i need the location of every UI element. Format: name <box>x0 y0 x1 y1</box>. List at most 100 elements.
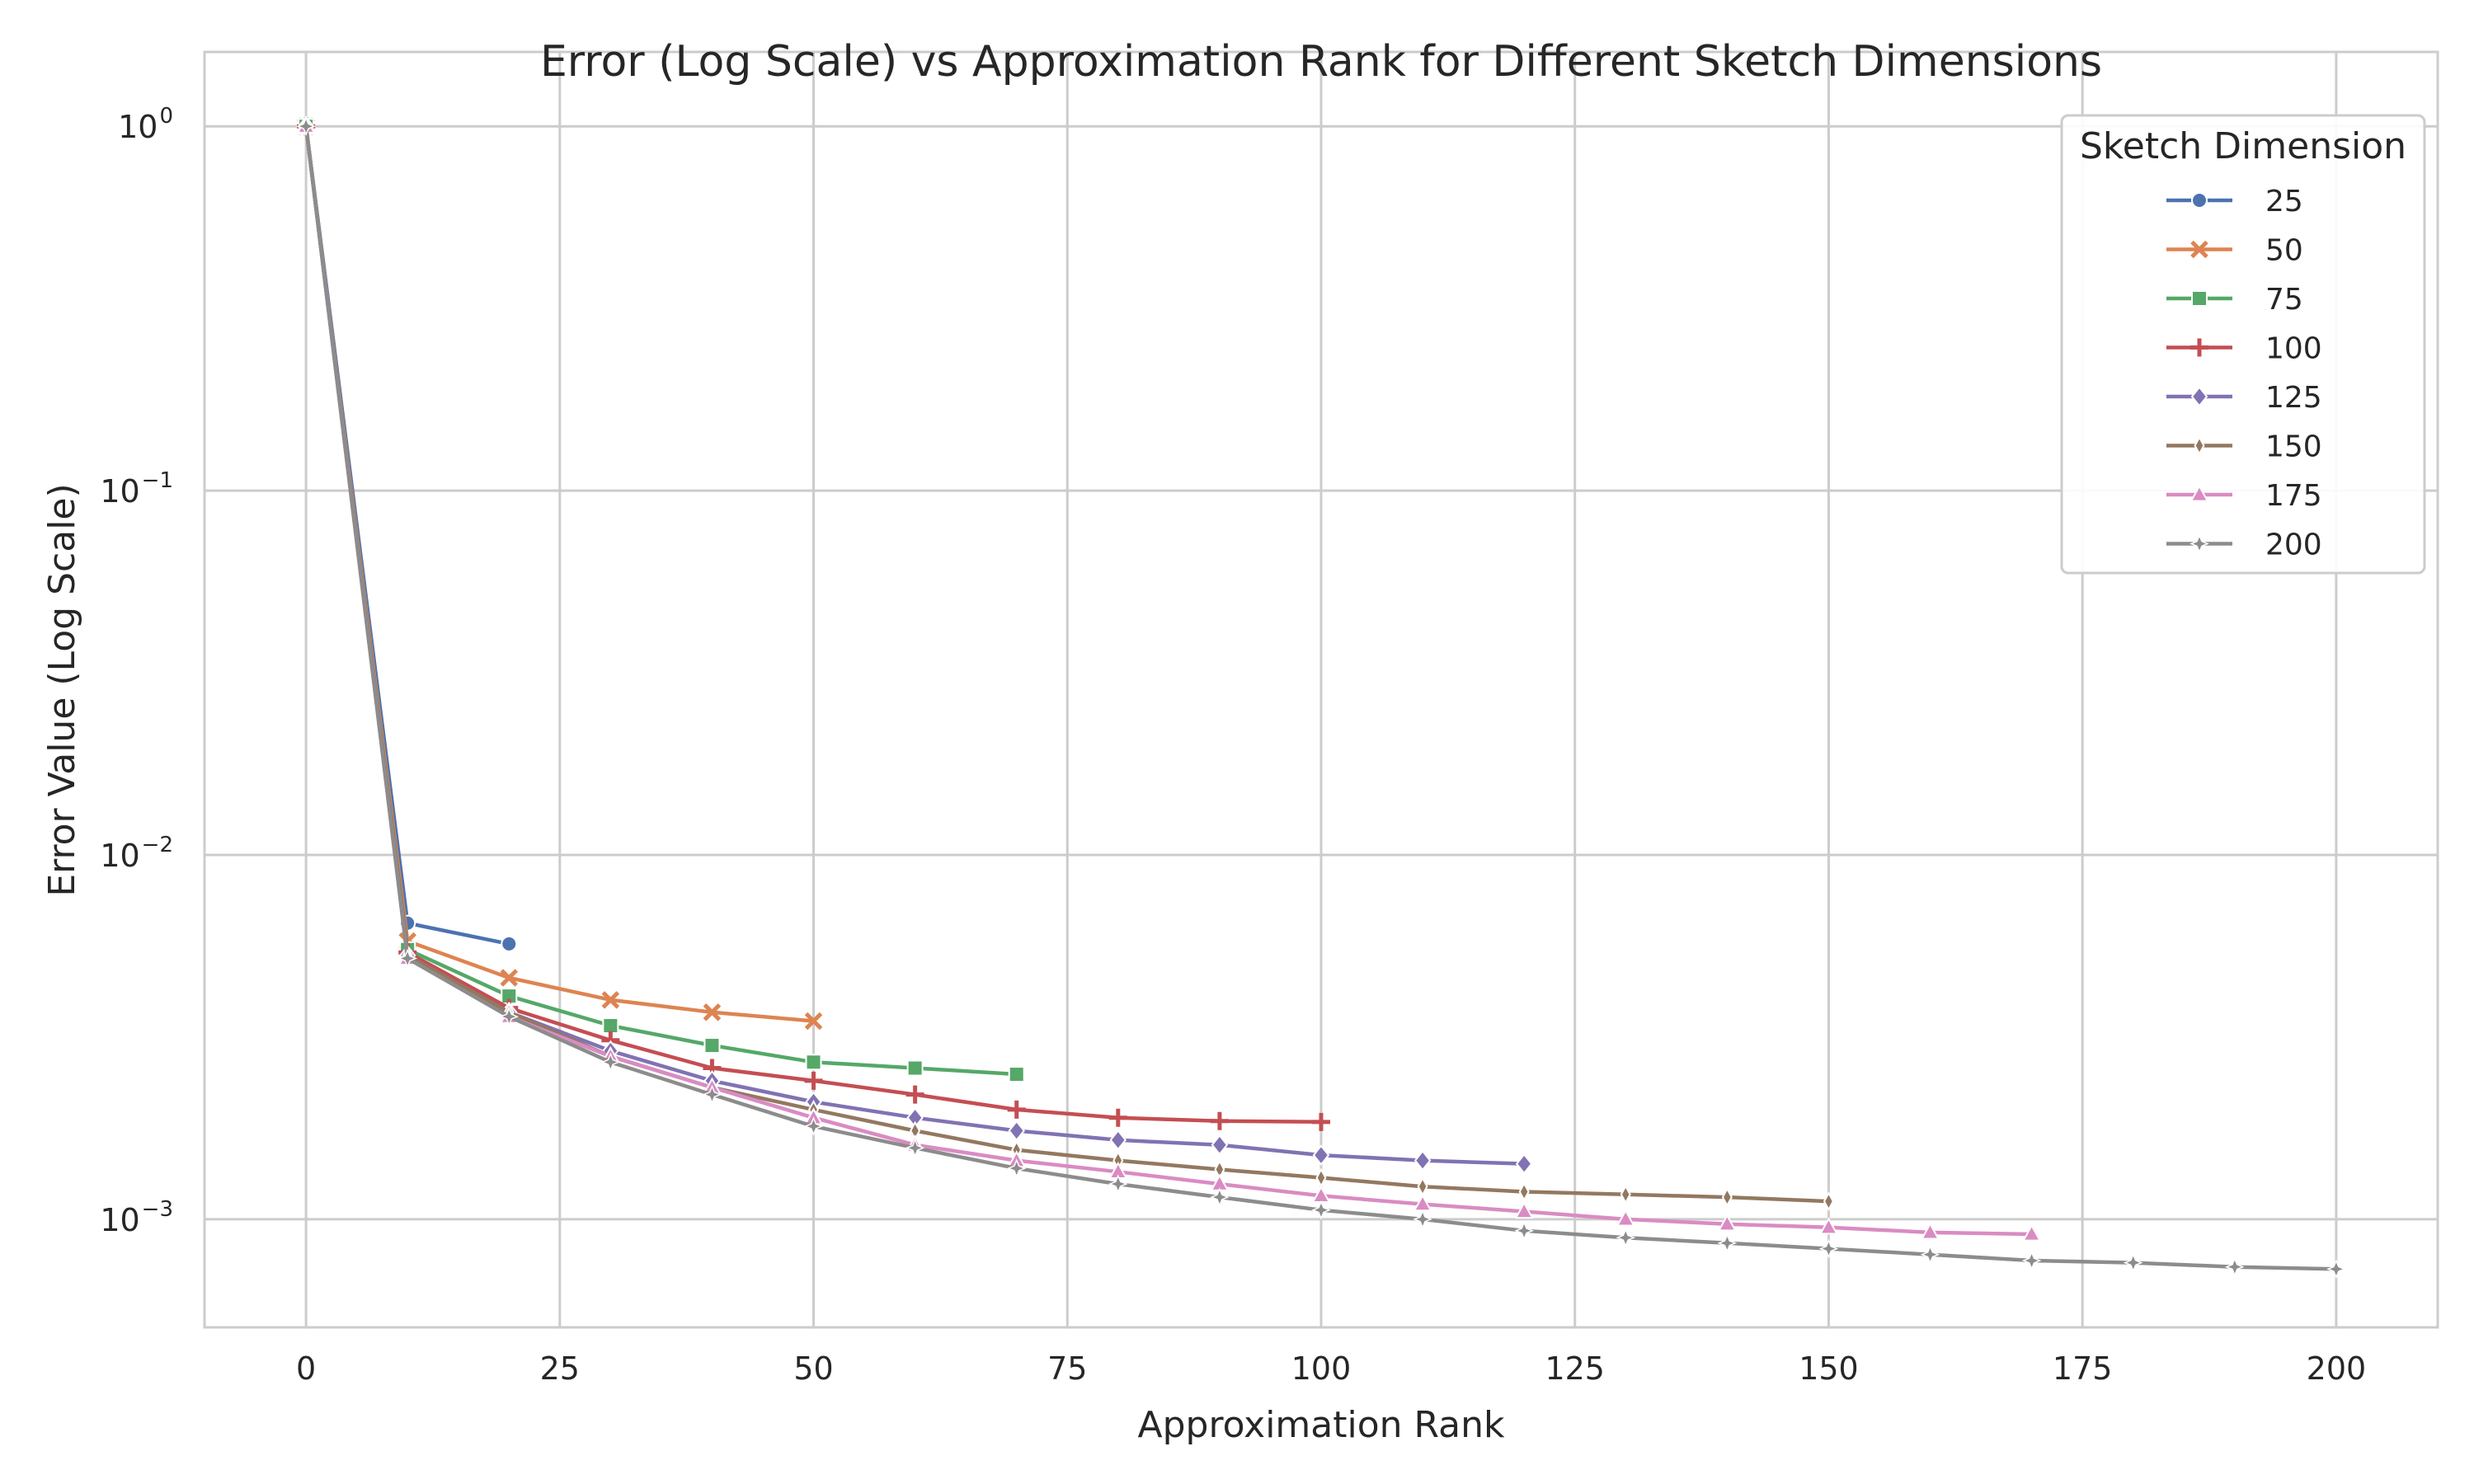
data-point-100 <box>1108 1108 1127 1127</box>
legend-item-75: 75 <box>2166 283 2303 317</box>
data-point-175 <box>1920 1222 1940 1240</box>
data-point-125 <box>1008 1120 1026 1142</box>
legend-item-50: 50 <box>2166 234 2303 268</box>
legend-label-75: 75 <box>2265 283 2303 317</box>
x-tick-label: 75 <box>1047 1350 1087 1387</box>
data-point-175 <box>2022 1223 2042 1242</box>
y-tick-label: −210 <box>100 833 173 874</box>
y-tick-exponent: −2 <box>142 833 173 857</box>
legend-label-200: 200 <box>2265 528 2322 562</box>
data-point-150 <box>1620 1184 1631 1205</box>
data-point-200 <box>2123 1252 2143 1273</box>
legend-marker-75 <box>2191 290 2208 307</box>
data-point-100 <box>1210 1111 1229 1130</box>
x-tick-label: 100 <box>1291 1350 1352 1387</box>
legend-title: Sketch Dimension <box>2080 125 2406 167</box>
data-point-200 <box>1616 1228 1636 1248</box>
data-point-125 <box>1413 1149 1432 1172</box>
y-tick-base: 10 <box>118 109 158 145</box>
data-point-125 <box>1312 1144 1330 1166</box>
legend-label-125: 125 <box>2265 381 2322 415</box>
y-axis-label: Error Value (Log Scale) <box>41 483 83 896</box>
chart-title: Error (Log Scale) vs Approximation Rank … <box>540 37 2102 87</box>
data-point-75 <box>805 1054 822 1071</box>
data-point-200 <box>296 116 316 137</box>
legend-label-150: 150 <box>2265 430 2322 464</box>
data-point-175 <box>1818 1217 1839 1235</box>
data-point-200 <box>1717 1233 1738 1253</box>
data-point-200 <box>1006 1158 1027 1179</box>
data-point-200 <box>1818 1238 1839 1259</box>
data-point-150 <box>1721 1187 1733 1208</box>
x-tick-label: 150 <box>1799 1350 1859 1387</box>
data-point-200 <box>1108 1174 1128 1195</box>
data-point-150 <box>1518 1181 1530 1202</box>
legend-marker-125 <box>2190 386 2208 407</box>
y-tick-base: 10 <box>100 473 139 510</box>
legend-item-175: 175 <box>2166 479 2322 513</box>
data-point-75 <box>602 1017 619 1035</box>
data-point-100 <box>1312 1112 1330 1131</box>
y-tick-label: −110 <box>100 468 173 510</box>
data-point-200 <box>1920 1244 1940 1265</box>
legend-marker-150 <box>2194 435 2205 456</box>
x-tick-label: 0 <box>296 1350 316 1387</box>
data-point-50 <box>804 1012 823 1031</box>
data-point-50 <box>500 969 519 987</box>
legend-item-125: 125 <box>2166 381 2322 415</box>
legend-label-25: 25 <box>2265 185 2303 218</box>
data-point-175 <box>1717 1214 1737 1232</box>
data-point-200 <box>1210 1187 1230 1207</box>
data-point-100 <box>804 1071 823 1090</box>
y-tick-exponent: 0 <box>159 104 173 129</box>
data-point-200 <box>499 1007 520 1027</box>
data-point-175 <box>1514 1201 1534 1219</box>
series-group <box>296 115 2346 1280</box>
y-tick-base: 10 <box>100 1202 139 1238</box>
data-point-200 <box>905 1138 925 1158</box>
legend-item-150: 150 <box>2166 430 2322 464</box>
data-point-50 <box>703 1003 722 1021</box>
data-point-200 <box>1311 1200 1331 1220</box>
data-point-150 <box>1823 1191 1834 1212</box>
data-point-100 <box>905 1085 924 1104</box>
x-tick-label: 200 <box>2307 1350 2367 1387</box>
data-point-125 <box>1515 1153 1533 1175</box>
data-point-75 <box>703 1037 721 1054</box>
x-tick-label: 50 <box>793 1350 833 1387</box>
data-point-75 <box>1008 1066 1025 1083</box>
legend-marker-50 <box>2190 240 2208 259</box>
x-tick-label: 125 <box>1545 1350 1605 1387</box>
legend-label-100: 100 <box>2265 332 2322 366</box>
data-point-200 <box>803 1116 824 1137</box>
legend: Sketch Dimension 25 50 75 100 125 150 175 200 <box>2060 114 2426 575</box>
data-point-200 <box>1514 1220 1535 1241</box>
data-point-175 <box>1616 1209 1635 1227</box>
y-tick-label: −310 <box>100 1197 173 1238</box>
data-point-75 <box>906 1059 924 1077</box>
legend-marker-100 <box>2190 338 2208 357</box>
x-tick-label: 175 <box>2053 1350 2113 1387</box>
data-point-200 <box>2326 1259 2346 1280</box>
data-point-200 <box>2021 1251 2042 1270</box>
x-axis-label: Approximation Rank <box>1138 1404 1505 1446</box>
legend-marker-175 <box>2189 484 2209 502</box>
legend-label-175: 175 <box>2265 479 2322 513</box>
data-point-200 <box>397 948 418 969</box>
legend-items: 25 50 75 100 125 150 175 200 <box>2166 185 2322 562</box>
data-point-200 <box>2224 1256 2245 1277</box>
plot-frame <box>203 50 2439 1329</box>
legend-marker-200 <box>2189 533 2209 554</box>
legend-item-200: 200 <box>2166 528 2322 562</box>
legend-item-25: 25 <box>2166 185 2303 218</box>
legend-label-50: 50 <box>2265 234 2303 268</box>
data-point-200 <box>1413 1209 1432 1229</box>
data-point-25 <box>501 935 518 952</box>
data-point-125 <box>1211 1134 1229 1156</box>
legend-marker-25 <box>2191 192 2208 209</box>
data-point-200 <box>702 1084 722 1105</box>
x-tick-labels: 0 25 50 75 100 125 150 175 200 <box>296 1350 2366 1387</box>
